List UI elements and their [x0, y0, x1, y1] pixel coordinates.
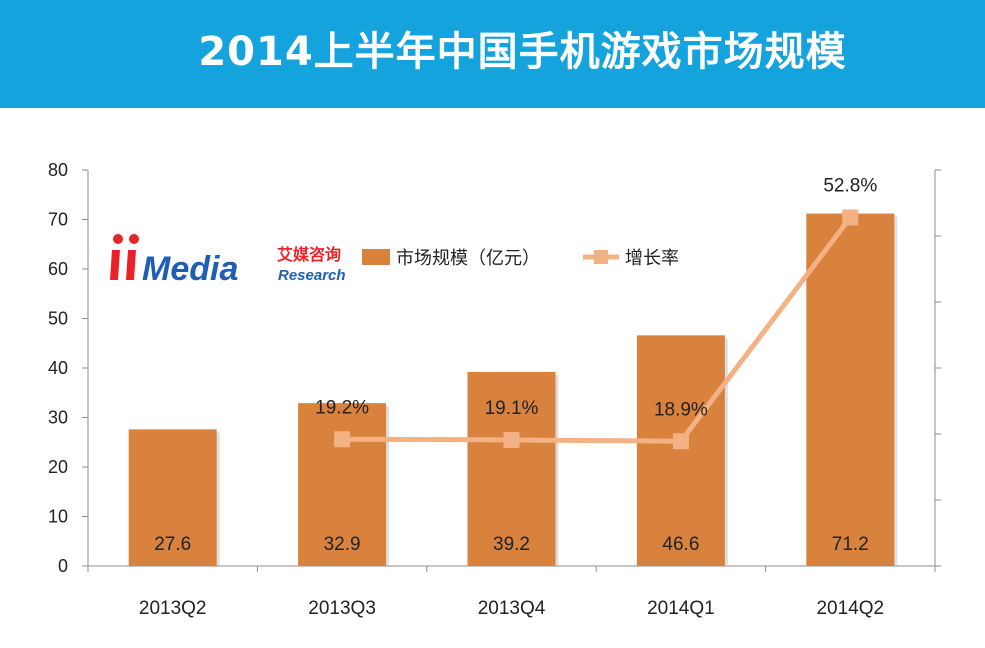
growth-label: 19.1%: [485, 398, 539, 419]
bar-value-label: 39.2: [493, 534, 530, 555]
x-tick-label: 2014Q1: [647, 598, 715, 619]
x-tick-label: 2014Q2: [816, 598, 884, 619]
y-tick-label: 80: [48, 160, 68, 180]
y-tick-label: 60: [48, 259, 68, 279]
y-tick-label: 70: [48, 210, 68, 230]
bar-value-label: 71.2: [832, 534, 869, 555]
legend-swatch-marker: [594, 250, 608, 264]
growth-line: [342, 216, 853, 444]
growth-marker: [334, 431, 351, 448]
y-tick-label: 40: [48, 358, 68, 378]
imedia-logo: Media 艾媒咨询 Research: [110, 234, 346, 288]
bar-value-label: 27.6: [154, 534, 191, 555]
growth-label: 52.8%: [823, 176, 877, 197]
page-title: 2014上半年中国手机游戏市场规模: [198, 29, 847, 75]
bar: [636, 335, 725, 566]
logo-cn: 艾媒咨询: [277, 245, 341, 264]
growth-label: 19.2%: [315, 397, 369, 418]
growth-marker: [503, 431, 520, 448]
bar: [128, 429, 217, 566]
legend-label-bar: 市场规模（亿元）: [396, 248, 540, 268]
logo-en: Research: [278, 267, 346, 284]
y-tick-label: 50: [48, 309, 68, 329]
growth-marker: [672, 433, 689, 450]
legend-label-line: 增长率: [625, 248, 679, 268]
legend-swatch-bar: [362, 249, 390, 265]
x-tick-label: 2013Q3: [308, 598, 376, 619]
bar-value-label: 46.6: [662, 534, 699, 555]
bar: [467, 371, 556, 566]
svg-text:Media: Media: [142, 250, 238, 288]
y-tick-label: 0: [58, 556, 68, 576]
x-tick-label: 2013Q4: [478, 598, 546, 619]
bar: [298, 403, 387, 566]
title-banner: 2014上半年中国手机游戏市场规模: [0, 0, 985, 108]
x-tick-label: 2013Q2: [139, 598, 207, 619]
y-tick-label: 30: [48, 408, 68, 428]
bar-value-label: 32.9: [324, 534, 361, 555]
growth-marker: [842, 209, 859, 226]
bar: [806, 213, 895, 566]
growth-label: 18.9%: [654, 399, 708, 420]
y-tick-label: 10: [48, 507, 68, 527]
y-tick-label: 20: [48, 457, 68, 477]
